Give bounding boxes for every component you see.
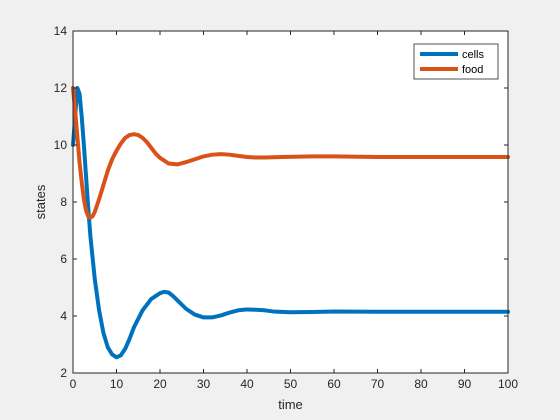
x-tick-label: 10	[110, 377, 124, 391]
x-tick-label: 0	[70, 377, 77, 391]
x-tick-label: 50	[284, 377, 298, 391]
legend-label-cells: cells	[462, 49, 485, 61]
series-layer	[71, 86, 510, 360]
y-tick-label: 4	[60, 309, 67, 323]
y-tick-label: 6	[60, 252, 67, 266]
x-tick-label: 40	[240, 377, 254, 391]
y-tick-label: 14	[54, 24, 68, 38]
y-tick-label: 12	[54, 81, 68, 95]
plot-area	[73, 31, 508, 373]
x-tick-label: 100	[498, 377, 518, 391]
y-tick-label: 2	[60, 366, 67, 380]
y-axis: 2 4 6 8 10 12 14	[54, 24, 508, 380]
y-axis-label: states	[33, 184, 48, 219]
legend[interactable]: cells food	[413, 43, 499, 80]
y-tick-label: 8	[60, 195, 67, 209]
x-axis: 0 10 20 30 40 50 60 70 80 90 100	[70, 31, 518, 391]
x-axis-label: time	[278, 397, 303, 412]
x-tick-label: 90	[458, 377, 472, 391]
x-tick-label: 20	[153, 377, 167, 391]
y-tick-label: 10	[54, 138, 68, 152]
legend-label-food: food	[462, 64, 483, 76]
x-tick-label: 30	[197, 377, 211, 391]
legend-box	[413, 43, 499, 80]
x-tick-label: 70	[371, 377, 385, 391]
series-line-food	[71, 86, 510, 220]
x-tick-label: 80	[414, 377, 428, 391]
x-tick-label: 60	[327, 377, 341, 391]
